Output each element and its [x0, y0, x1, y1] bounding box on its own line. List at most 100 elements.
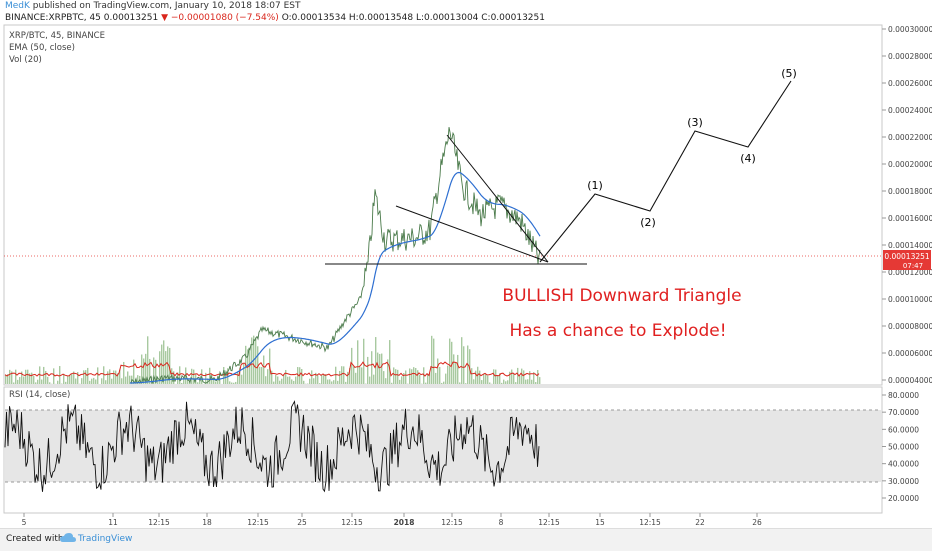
volume-bar [95, 380, 96, 384]
volume-bar [369, 377, 370, 384]
volume-bar [273, 382, 274, 384]
volume-bar [101, 378, 102, 384]
volume-bar [235, 382, 236, 384]
x-tick-label: 22 [695, 518, 705, 527]
y-tick-label: 0.00020000 [888, 160, 932, 169]
volume-bar [371, 351, 372, 384]
volume-bar [105, 380, 106, 384]
price-badge-countdown: 07:47 [903, 262, 923, 270]
y-tick-label: 0.00004000 [888, 376, 932, 385]
annotation-line-1: BULLISH Downward Triangle [502, 286, 741, 306]
volume-bar [115, 371, 116, 384]
chart-canvas[interactable]: 0.000300000.000280000.000260000.00024000… [0, 0, 932, 528]
volume-bar [329, 379, 330, 384]
volume-bar [395, 369, 396, 384]
y-tick-label: 0.00022000 [888, 133, 932, 142]
volume-bar [431, 336, 432, 384]
x-tick-label: 26 [752, 518, 762, 527]
x-tick-label: 12:15 [148, 518, 170, 527]
volume-bar [343, 366, 344, 384]
volume-bar [481, 380, 482, 384]
volume-bar [435, 373, 436, 384]
volume-bar [109, 369, 110, 384]
elliott-wave-projection[interactable] [540, 81, 791, 262]
tradingview-link[interactable]: TradingView [78, 534, 132, 544]
volume-bar [375, 337, 376, 384]
x-tick-label: 25 [297, 518, 307, 527]
x-tick-label: 18 [202, 518, 212, 527]
x-tick-label: 12:15 [341, 518, 363, 527]
volume-bar [347, 372, 348, 384]
volume-bar [335, 367, 336, 384]
volume-bar [391, 383, 392, 384]
volume-bar [537, 370, 538, 384]
volume-bar [91, 379, 92, 384]
volume-bar [385, 378, 386, 384]
volume-bar [231, 383, 232, 384]
y-axis: 0.000300000.000280000.000260000.00024000… [882, 25, 932, 385]
tradingview-cloud-icon [60, 532, 76, 544]
volume-bar [303, 381, 304, 384]
volume-bar [191, 369, 192, 384]
volume-bar [125, 377, 126, 384]
volume-bar [87, 368, 88, 384]
volume-bar [93, 378, 94, 384]
volume-bar [525, 380, 526, 384]
y-tick-label: 0.00028000 [888, 52, 932, 61]
x-tick-label: 8 [499, 518, 504, 527]
volume-bar [259, 367, 260, 384]
volume-bar [71, 374, 72, 384]
volume-bar [377, 353, 378, 384]
volume-bar [313, 378, 314, 384]
volume-bar [83, 370, 84, 384]
volume-bar [75, 379, 76, 384]
rsi-tick-label: 20.0000 [888, 494, 919, 503]
volume-bar [419, 375, 420, 384]
volume-bar [31, 373, 32, 384]
volume-bar [309, 379, 310, 384]
volume-bar [401, 376, 402, 384]
volume-bar [17, 380, 18, 384]
volume-bar [493, 369, 494, 384]
volume-bar [291, 379, 292, 384]
volume-ma-line [5, 362, 539, 376]
volume-bar [357, 340, 358, 384]
volume-bar [23, 377, 24, 384]
volume-bar [453, 354, 454, 384]
volume-bar [443, 382, 444, 384]
volume-bar [287, 377, 288, 384]
volume-bar [523, 370, 524, 384]
volume-bar [33, 376, 34, 384]
volume-bar [319, 383, 320, 384]
volume-bar [275, 375, 276, 384]
x-tick-label: 2018 [394, 518, 415, 527]
volume-bar [539, 377, 540, 384]
volume-bar [103, 366, 104, 384]
volume-bar [449, 339, 450, 384]
wave-label-4: (4) [740, 152, 756, 165]
volume-bar [69, 375, 70, 384]
footer: Created with TradingView [0, 528, 932, 551]
volume-bar [57, 381, 58, 384]
rsi-band [5, 410, 881, 482]
volume-bar [215, 382, 216, 384]
volume-bar [19, 377, 20, 384]
volume-bar [495, 370, 496, 384]
volume-bar [107, 371, 108, 384]
volume-bar [199, 381, 200, 384]
volume-bar [27, 370, 28, 384]
main-pane[interactable] [4, 25, 882, 385]
y-tick-label: 0.00010000 [888, 295, 932, 304]
volume-bar [263, 356, 264, 384]
volume-bar [505, 381, 506, 384]
volume-bar [517, 368, 518, 384]
volume-bar [445, 374, 446, 384]
volume-bar [527, 379, 528, 384]
volume-bar [49, 382, 50, 384]
volume-bars [5, 336, 540, 384]
volume-bar [25, 370, 26, 384]
y-tick-label: 0.00030000 [888, 25, 932, 34]
volume-bar [441, 383, 442, 384]
volume-bar [403, 373, 404, 384]
